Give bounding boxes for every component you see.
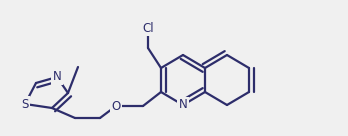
Text: N: N [179,98,187,112]
Text: O: O [111,100,121,112]
Text: S: S [21,98,29,110]
Text: Cl: Cl [142,21,154,35]
Text: N: N [53,70,61,84]
